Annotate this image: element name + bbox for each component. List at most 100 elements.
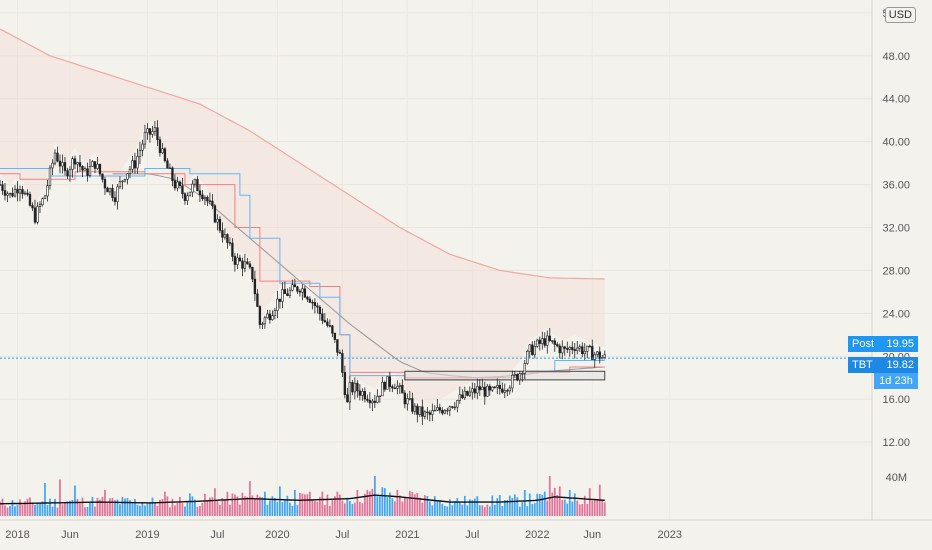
- volume-bar: [11, 500, 14, 516]
- volume-bar: [441, 503, 444, 516]
- candle-body: [211, 200, 214, 206]
- candle-body: [358, 390, 362, 396]
- candle-body: [491, 386, 494, 391]
- candle-body: [46, 185, 49, 197]
- candle-body: [471, 388, 474, 393]
- candle-body: [93, 161, 97, 169]
- volume-bar: [129, 500, 131, 516]
- volume-bar: [568, 489, 571, 516]
- volume-bar: [431, 505, 434, 516]
- candle-body: [161, 148, 164, 154]
- candle-body: [321, 313, 324, 321]
- candle-body: [153, 127, 157, 132]
- volume-bar: [201, 502, 204, 516]
- volume-bar: [199, 506, 201, 516]
- volume-bar: [543, 491, 546, 516]
- volume-bar: [603, 502, 606, 516]
- candle-body: [108, 188, 112, 193]
- candle-body: [443, 410, 446, 414]
- volume-bar: [371, 489, 374, 516]
- volume-bar: [54, 498, 56, 516]
- candle-body: [281, 289, 284, 302]
- y-tick-label: 12.00: [882, 437, 910, 449]
- volume-bar: [234, 494, 236, 516]
- volume-bar: [398, 495, 401, 516]
- candle-body: [343, 372, 347, 395]
- post-market-badge: Post 19.95: [848, 336, 918, 352]
- candle-body: [56, 152, 59, 162]
- candle-body: [236, 257, 239, 265]
- candle-body: [28, 194, 32, 206]
- candle-body: [181, 185, 184, 194]
- candle-body: [451, 406, 454, 408]
- candle-body: [58, 160, 62, 167]
- volume-bar: [593, 498, 596, 516]
- volume-bar: [566, 503, 569, 516]
- volume-bar: [516, 497, 519, 516]
- candle-body: [336, 339, 339, 353]
- candle-body: [143, 132, 147, 145]
- candle-body: [96, 163, 99, 169]
- volume-bar: [94, 506, 96, 516]
- candle-body: [73, 158, 77, 165]
- candle-body: [333, 332, 337, 340]
- volume-bar: [448, 499, 451, 516]
- candle-body: [553, 340, 556, 345]
- volume-bar: [546, 500, 549, 516]
- volume-bar: [19, 499, 21, 516]
- candle-body: [378, 395, 382, 397]
- candle-body: [0, 184, 2, 186]
- candle-body: [128, 168, 132, 174]
- ma-long-fill: [0, 29, 605, 405]
- volume-bar: [156, 505, 159, 516]
- volume-bar: [476, 496, 479, 516]
- candle-body: [551, 340, 554, 342]
- candle-body: [141, 143, 144, 151]
- candle-body: [191, 183, 194, 193]
- volume-bar: [558, 486, 561, 516]
- volume-bar: [146, 503, 149, 516]
- volume-bar: [164, 491, 166, 516]
- candle-body: [453, 406, 456, 409]
- y-axis[interactable]: 52.0048.0044.0040.0036.0032.0028.0024.00…: [871, 0, 910, 520]
- volume-bar: [24, 501, 26, 516]
- volume-ma-line: [0, 494, 605, 505]
- candle-body: [133, 160, 137, 169]
- volume-bar: [341, 500, 344, 516]
- candle-body: [546, 335, 549, 346]
- candle-body: [111, 188, 114, 198]
- volume-bar: [71, 500, 74, 516]
- volume-bar: [553, 487, 556, 516]
- volume-bar: [533, 503, 536, 516]
- volume-bar: [14, 506, 16, 516]
- candle-body: [516, 374, 519, 381]
- candle-body: [353, 382, 357, 393]
- volume-bar: [561, 499, 564, 516]
- volume-bar: [276, 501, 279, 516]
- volume-bar: [396, 489, 399, 516]
- volume-bar: [563, 499, 566, 516]
- candle-body: [106, 187, 109, 193]
- volume-bar: [596, 498, 599, 516]
- currency-label[interactable]: USD: [884, 7, 916, 23]
- post-value: 19.95: [886, 338, 914, 350]
- x-tick-label: Jun: [583, 529, 601, 541]
- x-axis[interactable]: 2018 Jun 2019 Jul 2020 Jul 2021 Jul 2022 Jun 2023: [0, 519, 932, 541]
- candle-body: [518, 373, 521, 381]
- candle-body: [373, 400, 377, 403]
- volume-bar: [159, 499, 161, 516]
- candle-body: [213, 205, 217, 223]
- volume-bar: [254, 498, 256, 516]
- candle-body: [276, 298, 279, 311]
- volume-bar: [296, 505, 299, 516]
- volume-bar: [433, 496, 436, 516]
- volume-bar: [74, 485, 76, 516]
- candle-body: [68, 169, 72, 177]
- candle-body: [23, 192, 27, 195]
- volume-bar: [226, 491, 229, 516]
- x-tick-label: 2019: [135, 529, 159, 541]
- candle-body: [511, 374, 514, 389]
- volume-bar: [124, 498, 126, 516]
- candle-body: [148, 128, 152, 135]
